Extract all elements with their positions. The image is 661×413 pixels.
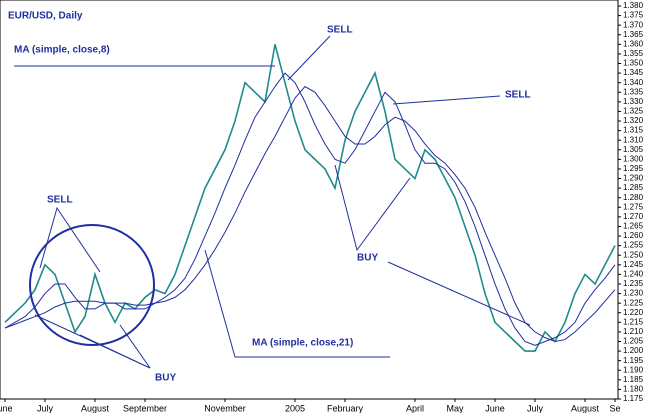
- plot: [4, 44, 616, 352]
- y-tick-label: 1.215: [623, 317, 644, 326]
- y-tick-label: 1.360: [623, 39, 644, 48]
- y-tick-label: 1.340: [623, 78, 644, 87]
- y-tick-label: 1.275: [623, 202, 644, 211]
- y-tick-label: 1.350: [623, 59, 644, 68]
- x-tick-label: August: [81, 403, 110, 413]
- x-tick-label: May: [446, 403, 464, 413]
- y-tick-label: 1.370: [623, 20, 644, 29]
- y-tick-label: 1.375: [623, 11, 644, 20]
- x-tick-label: September: [123, 403, 167, 413]
- pointer: [392, 95, 501, 105]
- y-tick-label: 1.185: [623, 375, 644, 384]
- y-tick-label: 1.285: [623, 183, 644, 192]
- x-tick-label: une: [0, 403, 13, 413]
- pointer: [119, 324, 151, 369]
- ma8-label: MA (simple, close,8): [14, 45, 110, 56]
- y-tick-label: 1.260: [623, 231, 644, 240]
- y-tick-label: 1.305: [623, 145, 644, 154]
- annotation: BUY: [155, 373, 176, 384]
- y-tick-label: 1.365: [623, 30, 644, 39]
- y-tick-label: 1.345: [623, 68, 644, 77]
- y-tick-label: 1.250: [623, 250, 644, 259]
- y-tick-label: 1.295: [623, 164, 644, 173]
- annotation: SELL: [47, 195, 73, 206]
- pointer: [39, 206, 101, 273]
- y-tick-label: 1.320: [623, 116, 644, 125]
- chart-title: EUR/USD, Daily: [8, 11, 83, 22]
- pointer: [204, 249, 390, 358]
- pointer: [334, 164, 411, 252]
- y-tick-label: 1.240: [623, 269, 644, 278]
- y-tick-label: 1.190: [623, 365, 644, 374]
- x-tick-label: July: [527, 403, 544, 413]
- y-tick-label: 1.270: [623, 212, 644, 221]
- y-tick-label: 1.175: [623, 394, 644, 403]
- y-tick-label: 1.310: [623, 135, 644, 144]
- y-tick-label: 1.380: [623, 1, 644, 10]
- x-tick-label: August: [571, 403, 600, 413]
- y-tick-label: 1.180: [623, 385, 644, 394]
- y-tick-label: 1.195: [623, 356, 644, 365]
- y-tick-label: 1.330: [623, 97, 644, 106]
- y-tick-label: 1.290: [623, 174, 644, 183]
- annotation: BUY: [357, 253, 378, 264]
- price-line: [4, 44, 616, 352]
- y-tick-label: 1.205: [623, 337, 644, 346]
- y-tick-label: 1.225: [623, 298, 644, 307]
- y-tick-label: 1.355: [623, 49, 644, 58]
- y-tick-label: 1.280: [623, 193, 644, 202]
- ma21-label: MA (simple, close,21): [252, 338, 353, 349]
- y-tick-label: 1.325: [623, 107, 644, 116]
- x-tick-label: 2005: [285, 403, 305, 413]
- y-tick-label: 1.235: [623, 279, 644, 288]
- y-tick-label: 1.255: [623, 241, 644, 250]
- y-tick-label: 1.300: [623, 154, 644, 163]
- annotation: SELL: [327, 25, 353, 36]
- annotation: SELL: [505, 90, 531, 101]
- y-tick-label: 1.245: [623, 260, 644, 269]
- x-tick-label: November: [204, 403, 246, 413]
- highlight-circle: [29, 224, 155, 346]
- x-tick-label: July: [37, 403, 54, 413]
- pointer: [287, 35, 331, 81]
- pointer: [387, 261, 531, 326]
- y-tick-label: 1.335: [623, 87, 644, 96]
- y-tick-label: 1.230: [623, 289, 644, 298]
- x-tick-label: April: [406, 403, 424, 413]
- y-tick-label: 1.200: [623, 346, 644, 355]
- x-tick-label: February: [327, 403, 364, 413]
- x-tick-label: June: [485, 403, 505, 413]
- x-tick-label: Se: [609, 403, 620, 413]
- y-tick-label: 1.220: [623, 308, 644, 317]
- y-tick-label: 1.210: [623, 327, 644, 336]
- y-tick-label: 1.265: [623, 222, 644, 231]
- y-tick-label: 1.315: [623, 126, 644, 135]
- ma-line: [4, 85, 616, 343]
